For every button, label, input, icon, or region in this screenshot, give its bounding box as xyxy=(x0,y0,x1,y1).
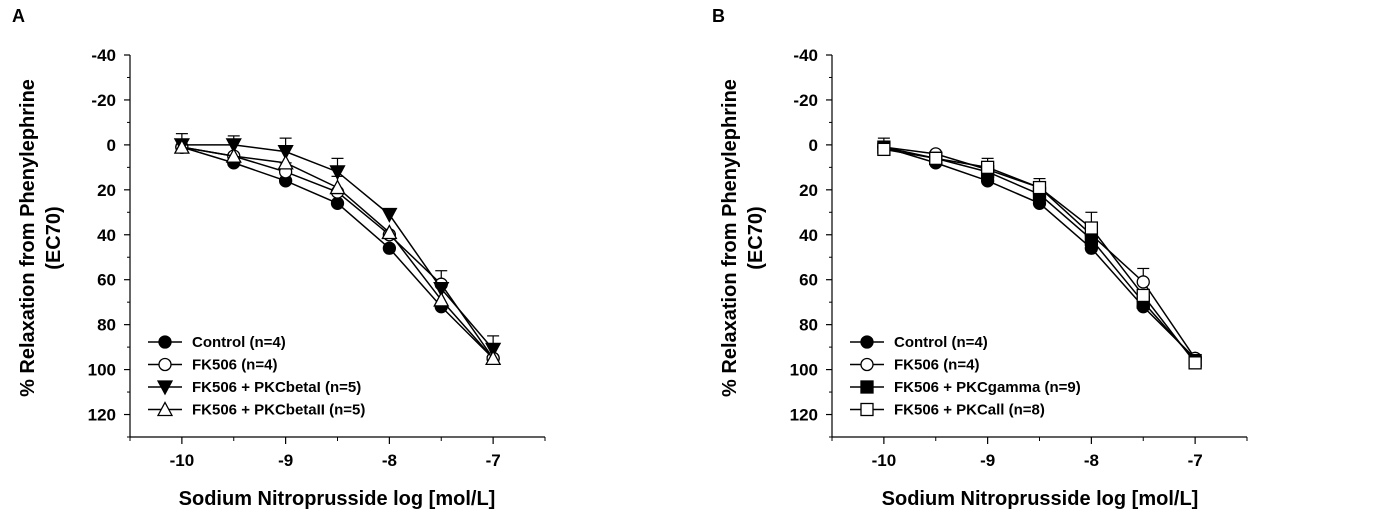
y-tick-label: 80 xyxy=(97,316,116,335)
x-tick-label: -7 xyxy=(486,451,501,470)
legend-marker xyxy=(860,380,874,394)
legend-marker xyxy=(158,335,172,349)
y-tick-label: -20 xyxy=(91,91,116,110)
legend-marker xyxy=(860,402,874,417)
y-tick-label: 100 xyxy=(790,361,818,380)
y-tick-label: 20 xyxy=(799,181,818,200)
legend-entry: FK506 (n=4) xyxy=(894,357,979,374)
legend-marker xyxy=(158,357,172,372)
data-point xyxy=(1136,288,1150,303)
series-2 xyxy=(877,140,1202,368)
panel-b: B -40 -20 0 20 40 60 80 100 120 -10 -9 -8 -7 Sodium Ni… xyxy=(712,6,1248,510)
x-axis-title: Sodium Nitroprusside log [mol/L] xyxy=(179,488,496,510)
panel-label: B xyxy=(712,6,725,26)
x-tick-label: -8 xyxy=(1084,451,1099,470)
data-point xyxy=(1084,221,1099,235)
y-tick-label: 80 xyxy=(799,316,818,335)
data-point xyxy=(1136,275,1150,289)
legend-marker xyxy=(156,401,174,417)
legend-entry: FK506 + PKCall (n=8) xyxy=(894,402,1045,419)
x-tick-label: -10 xyxy=(170,451,195,470)
panel-label: A xyxy=(12,6,25,26)
data-point xyxy=(1188,356,1202,370)
data-point xyxy=(485,349,502,366)
legend: Control (n=4) FK506 (n=4) FK506 + PKCbetaI… xyxy=(148,334,365,419)
y-tick-label: 100 xyxy=(88,361,116,380)
data-point xyxy=(929,151,943,166)
legend-entry: FK506 + PKCbetaII (n=5) xyxy=(192,402,365,419)
data-point xyxy=(1084,232,1099,246)
series-1 xyxy=(877,140,1202,366)
y-tick-label: 40 xyxy=(97,226,116,245)
x-tick-label: -9 xyxy=(278,451,293,470)
y-axis-title-line-2: (EC70) xyxy=(745,206,767,269)
x-tick-label: -8 xyxy=(382,451,397,470)
data-point xyxy=(277,154,294,170)
y-tick-label: 0 xyxy=(809,136,818,155)
y-tick-label: 120 xyxy=(790,406,818,425)
y-tick-label: -40 xyxy=(91,46,116,65)
data-point xyxy=(382,241,397,255)
legend-marker xyxy=(156,380,174,396)
y-axis-title-line-2: (EC70) xyxy=(43,206,65,269)
series-3 xyxy=(877,137,1202,370)
x-tick-label: -9 xyxy=(980,451,995,470)
y-tick-label: 20 xyxy=(97,181,116,200)
y-tick-label: 60 xyxy=(97,271,116,290)
data-point xyxy=(1032,180,1047,195)
legend: Control (n=4) FK506 (n=4) FK506 + PKCgamma… xyxy=(850,334,1081,419)
y-tick-label: -20 xyxy=(793,91,818,110)
series-3 xyxy=(173,138,502,366)
data-point xyxy=(225,138,242,154)
legend-entry: FK506 + PKCgamma (n=9) xyxy=(894,379,1081,396)
data-point xyxy=(330,196,345,210)
data-point xyxy=(329,179,346,195)
data-point xyxy=(433,282,450,298)
y-tick-label: -40 xyxy=(793,46,818,65)
legend-marker xyxy=(860,357,874,372)
legend-marker xyxy=(860,335,874,349)
data-point xyxy=(329,165,346,181)
data-point xyxy=(225,147,242,163)
y-tick-label: 120 xyxy=(88,406,116,425)
data-point xyxy=(381,224,398,240)
series-2 xyxy=(173,133,502,358)
data-point xyxy=(277,144,294,160)
y-axis-title: % Relaxation from Phenylephrine xyxy=(17,79,39,397)
data-point xyxy=(877,142,891,157)
x-tick-label: -10 xyxy=(872,451,897,470)
data-point xyxy=(980,160,995,175)
data-point xyxy=(485,342,502,358)
x-tick-label: -7 xyxy=(1188,451,1203,470)
legend-entry: FK506 (n=4) xyxy=(192,357,277,374)
y-axis-title: % Relaxation from Phenylephrine xyxy=(719,79,741,397)
panel-a: A -40 -20 0 20 40 60 80 100 120 -10 -9 -8 -7 Sodium Ni… xyxy=(12,6,546,510)
legend-entry: Control (n=4) xyxy=(192,334,286,351)
y-tick-label: 40 xyxy=(799,226,818,245)
data-point xyxy=(381,207,398,223)
data-point xyxy=(433,291,450,307)
y-tick-label: 60 xyxy=(799,271,818,290)
series-0 xyxy=(877,140,1202,366)
legend-entry: Control (n=4) xyxy=(894,334,988,351)
y-tick-label: 0 xyxy=(107,136,116,155)
data-point xyxy=(173,138,190,154)
x-axis-title: Sodium Nitroprusside log [mol/L] xyxy=(882,488,1199,510)
legend-entry: FK506 + PKCbetaI (n=5) xyxy=(192,379,361,396)
